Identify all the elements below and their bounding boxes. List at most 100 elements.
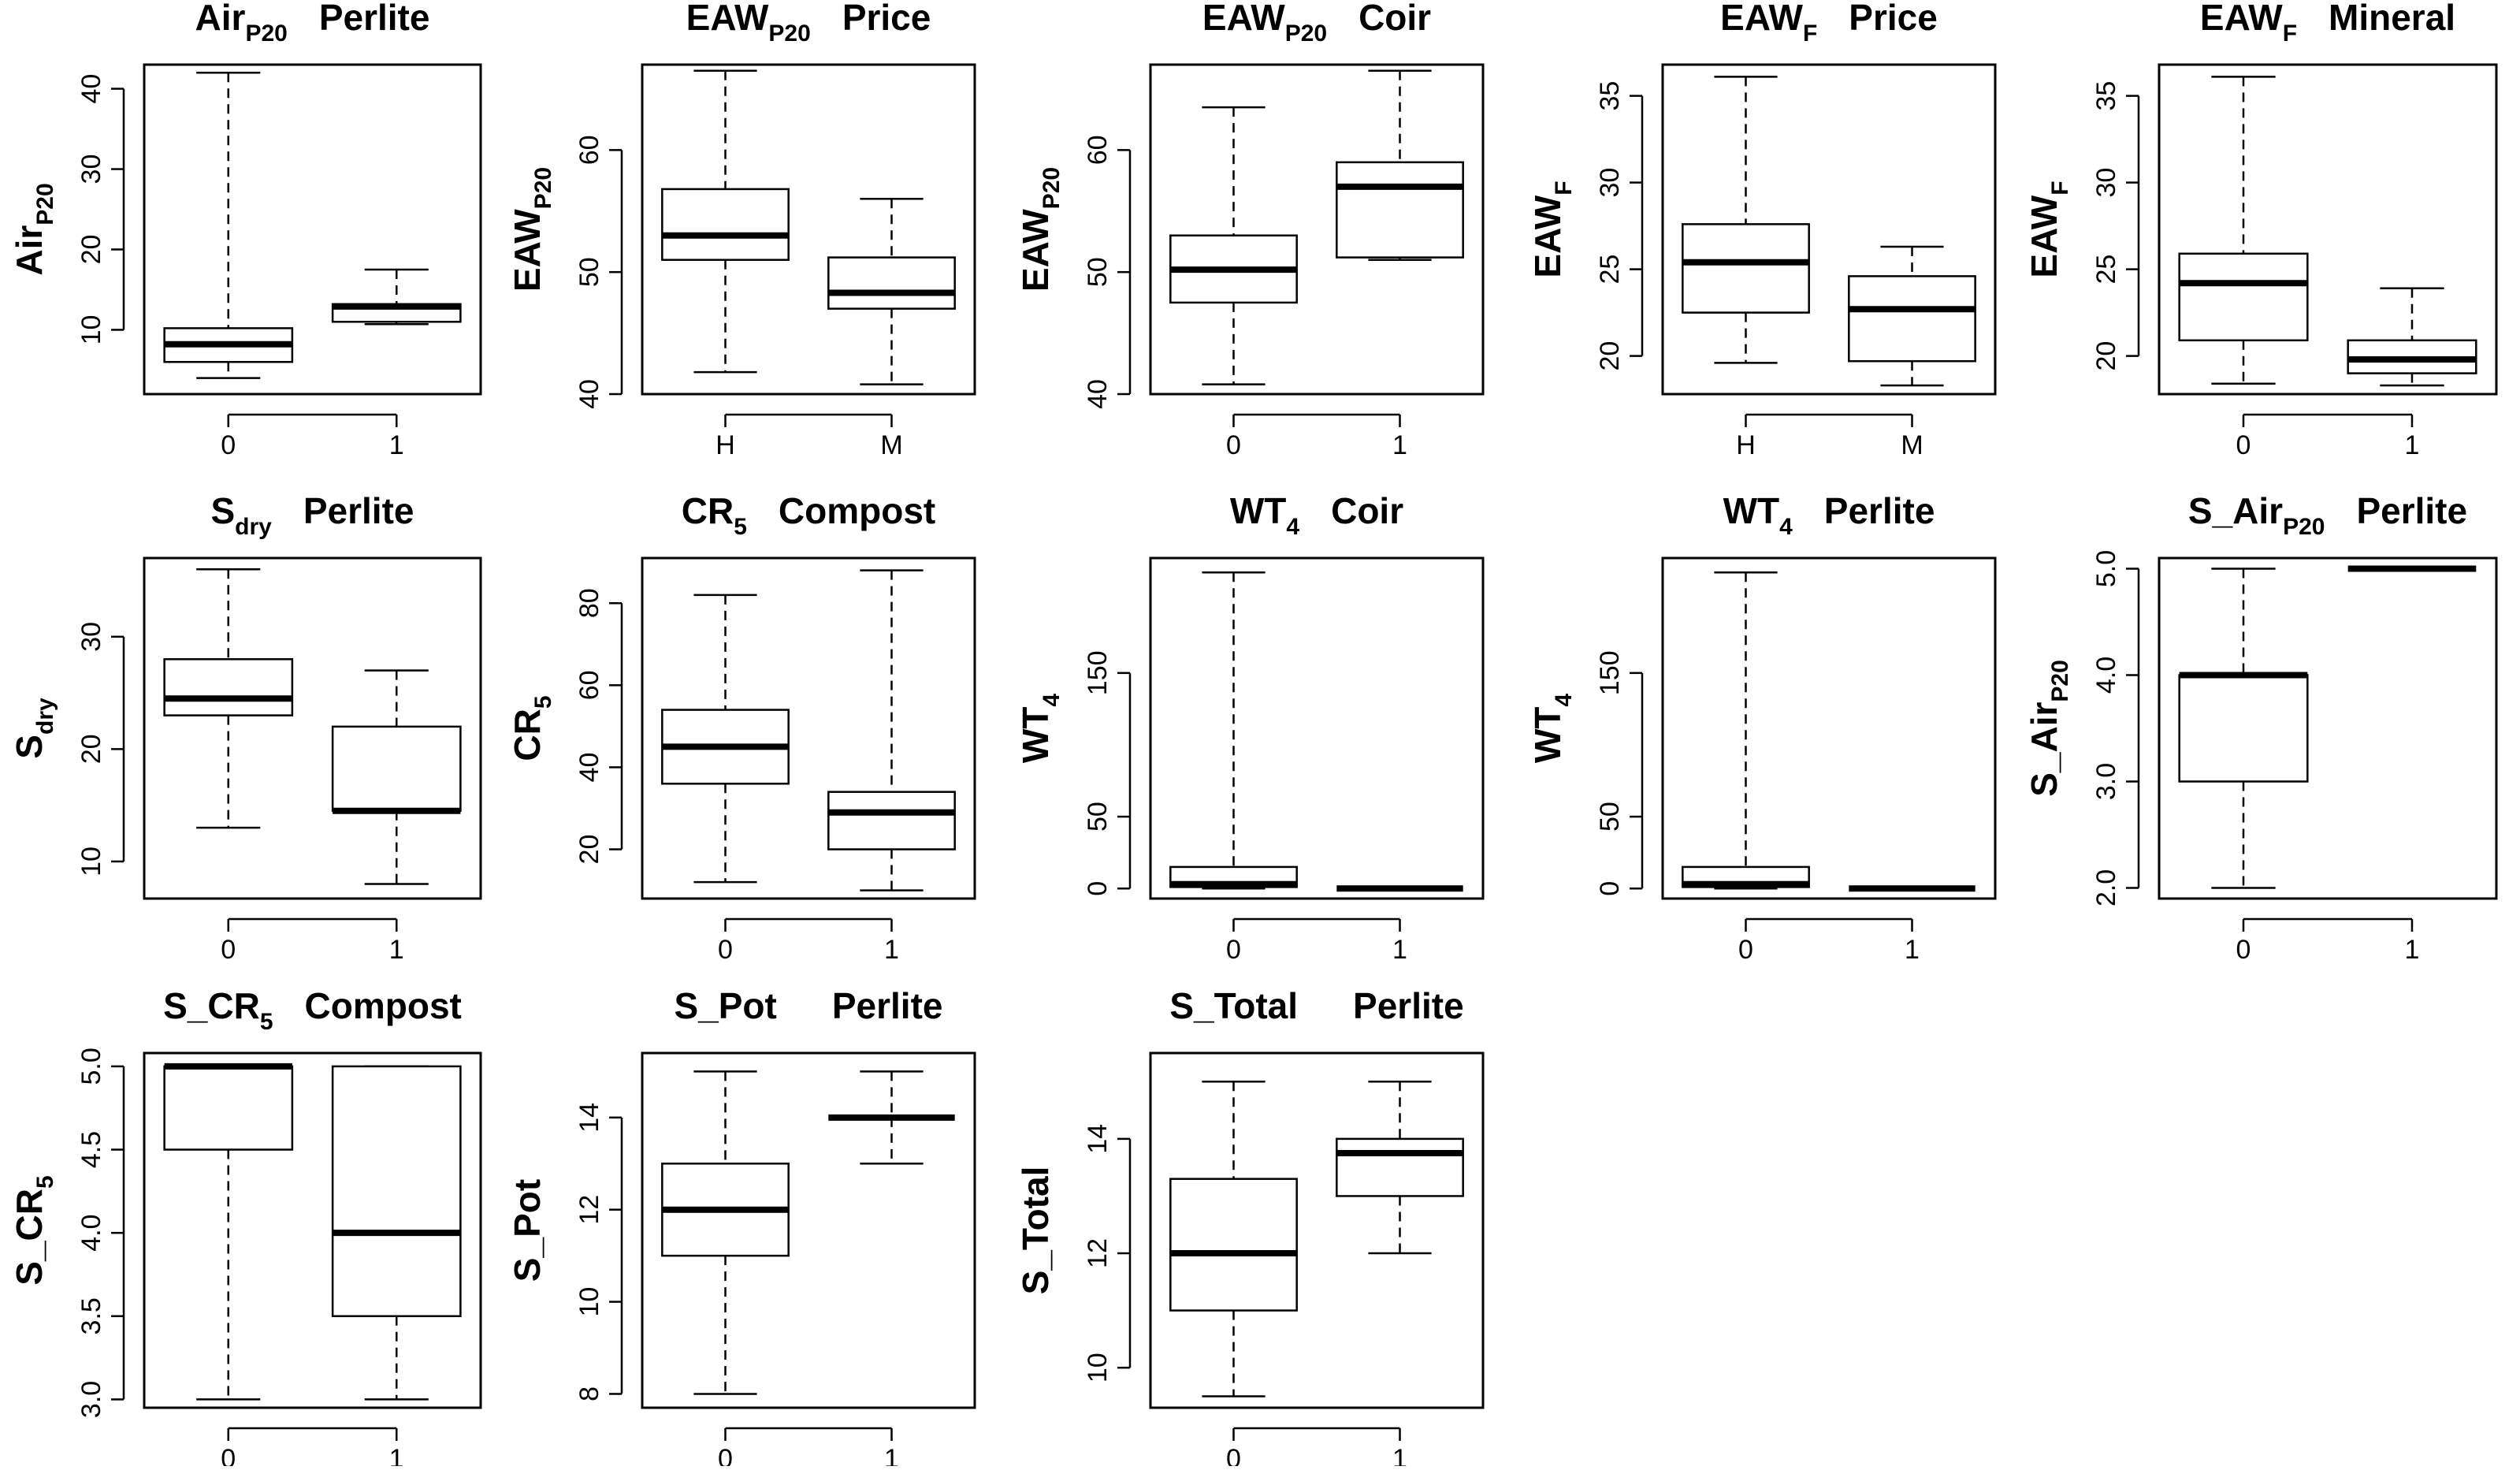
panel-title-subscript: 5 [260, 1009, 273, 1035]
panel-title-variable: EAW [2200, 0, 2283, 38]
y-axis-label-subscript: 5 [530, 695, 556, 709]
iqr-box [163, 1065, 294, 1151]
box-group [828, 1070, 955, 1165]
y-tick-label: 0 [1083, 881, 1113, 896]
y-tick-label: 80 [574, 588, 604, 618]
panel-title-subscript: F [1803, 20, 1817, 47]
y-tick-label: 10 [76, 847, 106, 876]
plot-frame [143, 63, 482, 396]
panel-title: S_Pot Perlite [674, 985, 942, 1026]
y-tick-label: 30 [76, 622, 106, 652]
y-tick-label: 3.5 [76, 1297, 106, 1334]
x-tick-label: 0 [1226, 430, 1241, 460]
panel-title-variable: EAW [686, 0, 769, 38]
panel-title: EAWP20 Price [686, 0, 931, 47]
x-tick-label: 1 [1392, 430, 1407, 460]
y-axis-label-subscript: 4 [1039, 694, 1065, 707]
panel-title-group: Price [1849, 0, 1938, 38]
box-group [2347, 287, 2477, 387]
y-tick-label: 35 [2091, 81, 2121, 111]
y-tick-label: 20 [76, 235, 106, 265]
panel-title-variable: S_Air [2188, 490, 2283, 531]
y-tick-label: 10 [1083, 1353, 1113, 1383]
y-axis-label-variable: S_CR [9, 1189, 50, 1286]
iqr-box [1848, 275, 1976, 363]
panel-title: EAWF Price [1720, 0, 1938, 47]
panel-title-group: Coir [1358, 0, 1431, 38]
y-tick-label: 4.0 [2091, 657, 2121, 694]
y-tick-label: 5.0 [2091, 550, 2121, 587]
panel-title-group: Perlite [1353, 985, 1464, 1026]
y-axis-label: EAWP20 [507, 167, 556, 292]
y-tick-label: 12 [574, 1195, 604, 1225]
boxplot-panel: Sdry Perlite 10 20 30 Sdry 0 1 [9, 490, 482, 965]
panel-title-subscript: F [2283, 20, 2297, 47]
y-tick-label: 30 [2091, 168, 2121, 198]
y-axis-label-variable: S_Air [2024, 702, 2065, 797]
y-axis-label-variable: EAW [507, 209, 548, 292]
box-group [1169, 106, 1298, 385]
y-tick-label: 2.0 [2091, 869, 2121, 906]
y-tick-label: 35 [1595, 81, 1625, 111]
y-axis-label-subscript: 5 [32, 1175, 58, 1189]
y-axis-label-subscript: P20 [1039, 167, 1065, 209]
box-group [331, 268, 462, 326]
y-tick-label: 60 [574, 135, 604, 165]
box-group [1682, 76, 1810, 364]
y-tick-label: 10 [76, 315, 106, 345]
box-group [661, 594, 790, 884]
boxplot-panel: S_Total Perlite 10 12 14 S_Total 0 1 [1015, 985, 1485, 1470]
box-group [1336, 69, 1464, 261]
x-tick-label: 1 [1392, 1444, 1407, 1466]
y-axis-label: S_AirP20 [2024, 660, 2073, 797]
plot-frame [641, 556, 976, 900]
y-tick-label: 40 [574, 753, 604, 783]
panel-title: S_AirP20 Perlite [2188, 490, 2467, 540]
panel-title: AirP20 Perlite [195, 0, 430, 47]
y-axis-label-subscript: F [2047, 180, 2073, 195]
y-axis-label: Sdry [9, 698, 58, 759]
panel-title: EAWP20 Coir [1202, 0, 1431, 47]
y-axis-label-variable: EAW [1527, 195, 1568, 277]
plot-frame [1149, 1051, 1485, 1409]
y-axis-label: S_Pot [507, 1179, 548, 1282]
y-axis-label-variable: S_Total [1015, 1167, 1056, 1295]
panel-title-group: Perlite [303, 490, 414, 531]
x-tick-label: M [1901, 430, 1923, 460]
y-tick-label: 20 [76, 734, 106, 764]
box-group [1169, 1081, 1298, 1397]
iqr-box [1336, 161, 1464, 259]
panel-title-variable: EAW [1202, 0, 1285, 38]
x-tick-label: 1 [1905, 935, 1920, 965]
x-tick-label: 1 [884, 935, 899, 965]
y-tick-label: 30 [1595, 168, 1625, 198]
y-axis-label-variable: WT [1015, 707, 1056, 764]
y-axis-label-subscript: P20 [530, 167, 556, 209]
panel-title-subscript: P20 [2283, 514, 2325, 540]
panel-title-group: Price [842, 0, 931, 38]
box-group [1336, 1081, 1464, 1255]
iqr-box [827, 791, 956, 850]
panel-title: S_Total Perlite [1169, 985, 1463, 1026]
panel-title-group: Perlite [1824, 490, 1935, 531]
y-tick-label: 3.0 [2091, 763, 2121, 800]
y-axis-label: CR5 [507, 695, 556, 761]
box-group [827, 198, 956, 385]
plot-frame [143, 556, 482, 900]
x-tick-label: 1 [389, 430, 404, 460]
box-group [827, 569, 956, 891]
y-tick-label: 8 [574, 1386, 604, 1401]
plot-frame [143, 1051, 482, 1409]
x-tick-label: 0 [2236, 430, 2251, 460]
y-axis-label-variable: EAW [2024, 195, 2065, 277]
panel-title-group: Perlite [2356, 490, 2467, 531]
panel-title-subscript: P20 [768, 20, 810, 47]
